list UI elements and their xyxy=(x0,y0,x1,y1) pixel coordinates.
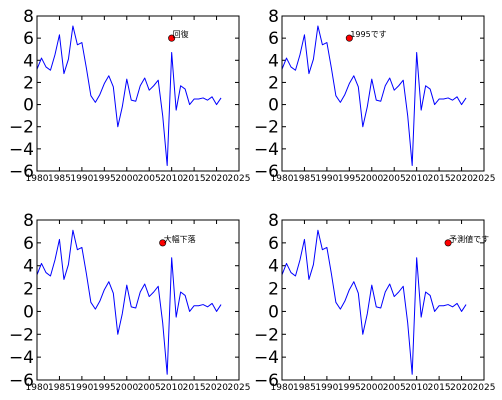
ytick-label: −2 xyxy=(254,118,279,138)
xtick-label: 2005 xyxy=(138,383,161,393)
ytick-label: 2 xyxy=(23,73,34,93)
ytick-label: 8 xyxy=(23,211,34,231)
ytick-label: 2 xyxy=(23,280,34,300)
ytick-label: 0 xyxy=(23,96,34,116)
ytick-label: −6 xyxy=(9,371,34,391)
annotation-label: 予測値です xyxy=(449,234,489,244)
ytick-label: 4 xyxy=(268,51,279,71)
xtick-label: 2015 xyxy=(183,383,206,393)
ytick-label: 8 xyxy=(268,211,279,231)
xtick-label: 2025 xyxy=(228,174,251,184)
ytick-label: −2 xyxy=(254,325,279,345)
annotation-marker xyxy=(444,239,452,247)
ytick-label: 8 xyxy=(268,7,279,27)
xtick-label: 2000 xyxy=(360,174,383,184)
ytick-label: 0 xyxy=(268,96,279,116)
xtick-label: 2020 xyxy=(450,383,473,393)
xtick-label: 2000 xyxy=(115,174,138,184)
ytick-label: 2 xyxy=(268,280,279,300)
series-line-1 xyxy=(36,25,222,166)
xtick-label: 1995 xyxy=(93,174,116,184)
xtick-label: 2020 xyxy=(205,383,228,393)
ytick-label: 2 xyxy=(268,73,279,93)
ytick-label: 6 xyxy=(23,29,34,49)
xtick-label: 1990 xyxy=(315,174,338,184)
xtick-label: 1985 xyxy=(48,383,71,393)
xtick-label: 2025 xyxy=(228,383,251,393)
annotation-marker xyxy=(159,239,167,247)
xtick-label: 2010 xyxy=(405,383,428,393)
axes-frame xyxy=(281,15,485,172)
axes-frame xyxy=(281,219,485,381)
xtick-label: 2015 xyxy=(428,383,451,393)
xtick-label: 2005 xyxy=(383,383,406,393)
series-line-1 xyxy=(281,25,467,166)
ytick-label: −4 xyxy=(9,140,34,160)
annotation-label: 1995です xyxy=(350,30,386,39)
xtick-label: 1995 xyxy=(93,383,116,393)
xtick-label: 2015 xyxy=(183,174,206,184)
xtick-label: 1995 xyxy=(338,174,361,184)
ytick-label: −6 xyxy=(254,162,279,182)
xtick-label: 2010 xyxy=(160,174,183,184)
ytick-label: −6 xyxy=(254,371,279,391)
ytick-label: 6 xyxy=(268,234,279,254)
ytick-label: 8 xyxy=(23,7,34,27)
series-line-1 xyxy=(281,229,467,375)
ytick-label: 4 xyxy=(23,257,34,277)
xtick-label: 1980 xyxy=(271,174,294,184)
xtick-label: 1985 xyxy=(48,174,71,184)
ytick-label: −6 xyxy=(9,162,34,182)
xtick-label: 2020 xyxy=(450,174,473,184)
annotation-marker xyxy=(345,34,353,42)
ytick-label: 0 xyxy=(23,302,34,322)
ytick-label: 6 xyxy=(268,29,279,49)
xtick-label: 2025 xyxy=(473,383,496,393)
annotation-marker xyxy=(168,34,176,42)
xtick-label: 1990 xyxy=(70,383,93,393)
xtick-label: 2020 xyxy=(205,174,228,184)
ytick-label: −2 xyxy=(9,325,34,345)
xtick-label: 1985 xyxy=(293,174,316,184)
xtick-label: 1990 xyxy=(315,383,338,393)
ytick-label: 6 xyxy=(23,234,34,254)
xtick-label: 1980 xyxy=(271,383,294,393)
ytick-label: −4 xyxy=(9,348,34,368)
xtick-label: 1995 xyxy=(338,383,361,393)
xtick-label: 1980 xyxy=(26,174,49,184)
annotation-label: 回復 xyxy=(173,29,189,39)
ytick-label: −4 xyxy=(254,348,279,368)
xtick-label: 2000 xyxy=(360,383,383,393)
axes-frame xyxy=(36,15,240,172)
xtick-label: 1985 xyxy=(293,383,316,393)
xtick-label: 1990 xyxy=(70,174,93,184)
ytick-label: 4 xyxy=(268,257,279,277)
annotation-label: 大幅下落 xyxy=(164,234,196,244)
xtick-label: 2025 xyxy=(473,174,496,184)
ytick-label: −4 xyxy=(254,140,279,160)
ytick-label: 4 xyxy=(23,51,34,71)
xtick-label: 2010 xyxy=(405,174,428,184)
xtick-label: 2015 xyxy=(428,174,451,184)
xtick-label: 2005 xyxy=(138,174,161,184)
ytick-label: 0 xyxy=(268,302,279,322)
xtick-label: 2005 xyxy=(383,174,406,184)
xtick-label: 2000 xyxy=(115,383,138,393)
xtick-label: 1980 xyxy=(26,383,49,393)
axes-frame xyxy=(36,219,240,381)
ytick-label: −2 xyxy=(9,118,34,138)
series-line-1 xyxy=(36,229,222,375)
xtick-label: 2010 xyxy=(160,383,183,393)
